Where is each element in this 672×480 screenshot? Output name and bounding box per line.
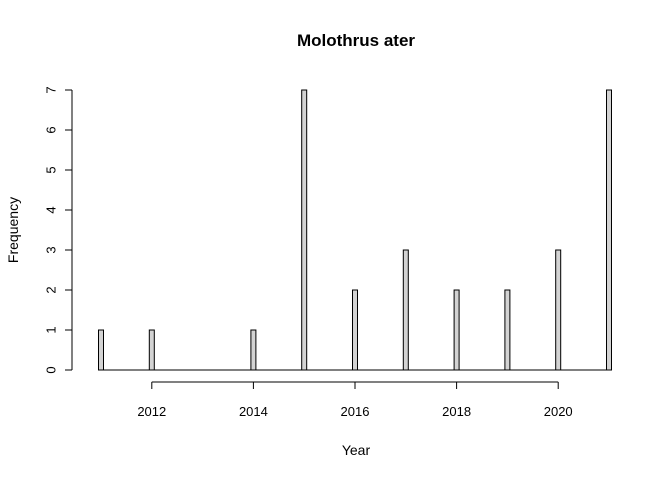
y-tick-label-4: 4 — [43, 206, 58, 213]
bars-group — [98, 89, 612, 371]
x-tick-label-2018: 2018 — [442, 404, 471, 419]
bar-2015 — [301, 89, 308, 371]
y-axis-label: Frequency — [5, 197, 21, 263]
bar-2020 — [555, 249, 562, 371]
y-tick-label-1: 1 — [43, 326, 58, 333]
x-tick-label-2012: 2012 — [137, 404, 166, 419]
bar-2021 — [606, 89, 612, 371]
y-tick-label-7: 7 — [43, 86, 58, 93]
bar-2018 — [453, 289, 460, 371]
bar-2019 — [504, 289, 511, 371]
y-axis: 0 1 2 3 4 5 6 7 — [43, 86, 73, 374]
x-tick-label-2016: 2016 — [341, 404, 370, 419]
y-tick-label-5: 5 — [43, 166, 58, 173]
x-tick-label-2014: 2014 — [239, 404, 268, 419]
x-axis: 2012 2014 2016 2018 2020 — [137, 381, 573, 419]
y-tick-label-2: 2 — [43, 286, 58, 293]
x-axis-label: Year — [342, 442, 371, 458]
x-tick-label-2020: 2020 — [544, 404, 573, 419]
y-tick-label-6: 6 — [43, 126, 58, 133]
bar-2016 — [352, 289, 358, 371]
chart-title: Molothrus ater — [297, 31, 415, 50]
y-tick-label-0: 0 — [43, 366, 58, 373]
bar-2017 — [402, 249, 409, 371]
bar-2012 — [148, 329, 155, 371]
y-tick-label-3: 3 — [43, 246, 58, 253]
bar-2014 — [250, 329, 257, 371]
bar-2011 — [98, 329, 104, 371]
